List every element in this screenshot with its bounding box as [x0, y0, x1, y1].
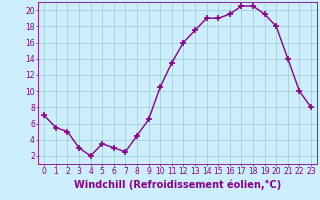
X-axis label: Windchill (Refroidissement éolien,°C): Windchill (Refroidissement éolien,°C): [74, 179, 281, 190]
